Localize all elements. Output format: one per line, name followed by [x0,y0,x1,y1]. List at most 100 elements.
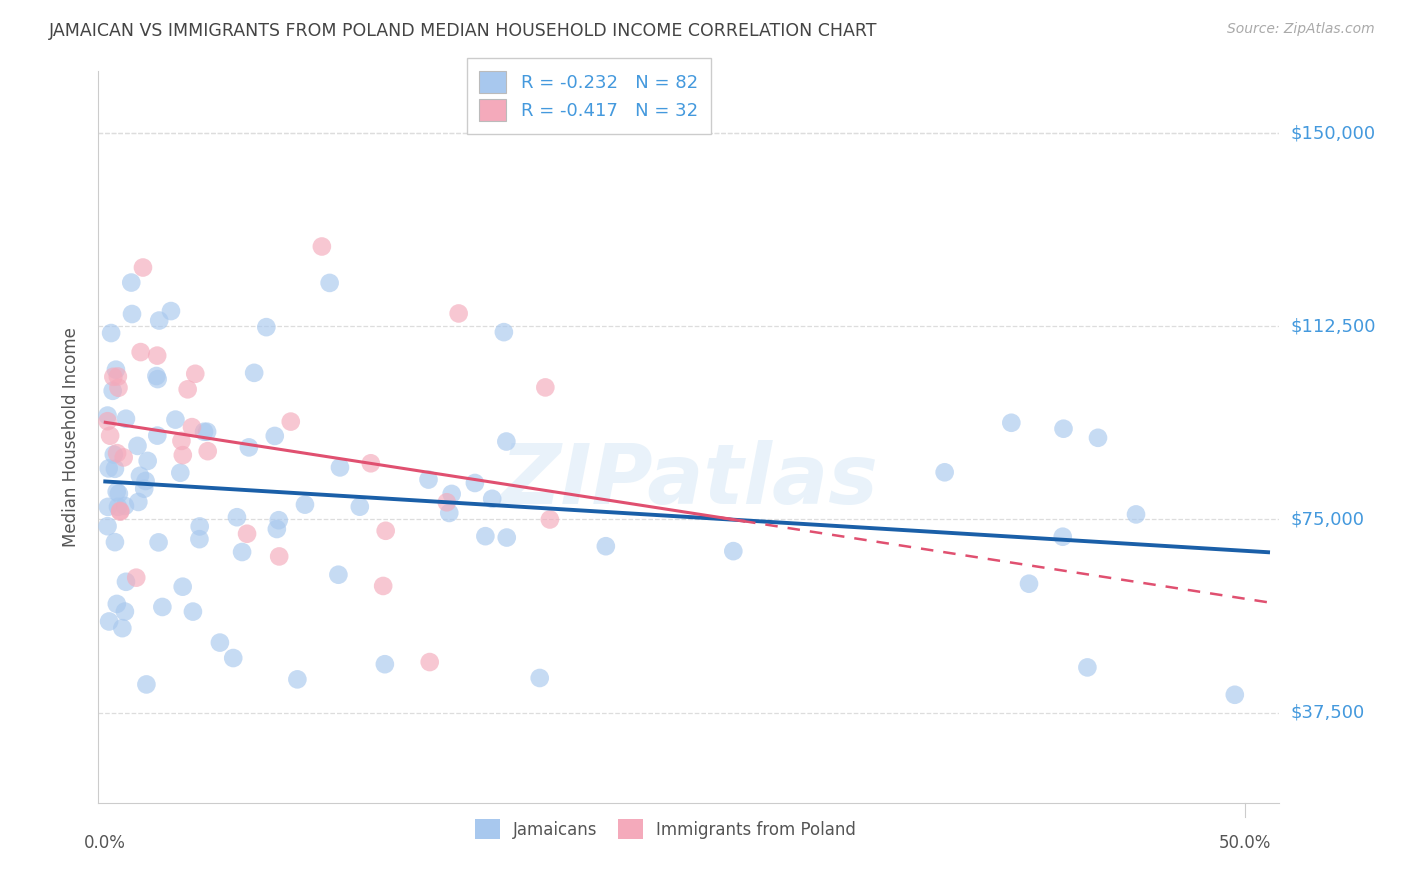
Text: 0.0%: 0.0% [84,834,127,852]
Point [311,239,333,253]
Point [103,369,125,384]
Point [176,382,198,396]
Point [96,414,118,428]
Point [1052,422,1074,436]
Point [125,571,148,585]
Point [120,276,142,290]
Point [169,466,191,480]
Point [374,524,396,538]
Point [115,411,138,425]
Point [134,482,156,496]
Point [112,450,135,465]
Point [440,487,463,501]
Point [110,505,132,519]
Point [226,510,249,524]
Point [172,448,194,462]
Point [121,307,143,321]
Point [373,579,395,593]
Point [1000,416,1022,430]
Point [1125,508,1147,522]
Point [165,412,187,426]
Point [538,512,561,526]
Text: $112,500: $112,500 [1291,318,1376,335]
Point [1087,431,1109,445]
Point [280,415,302,429]
Point [145,369,167,384]
Point [129,345,152,359]
Point [111,621,134,635]
Point [236,526,259,541]
Point [135,474,157,488]
Point [1018,576,1040,591]
Point [104,535,127,549]
Point [96,519,118,533]
Point [136,454,159,468]
Point [101,384,124,398]
Point [188,532,211,546]
Point [107,369,129,384]
Point [464,475,486,490]
Point [188,519,211,533]
Legend: Jamaicans, Immigrants from Poland: Jamaicans, Immigrants from Poland [465,809,866,849]
Point [104,462,127,476]
Point [328,567,350,582]
Point [146,372,169,386]
Point [419,655,441,669]
Text: $150,000: $150,000 [1291,124,1375,142]
Point [329,460,352,475]
Point [318,276,340,290]
Point [115,574,138,589]
Point [148,313,170,327]
Point [98,615,121,629]
Point [269,549,291,564]
Point [108,486,131,500]
Point [105,446,128,460]
Point [287,673,309,687]
Point [349,500,371,514]
Point [231,545,253,559]
Point [266,522,288,536]
Text: Source: ZipAtlas.com: Source: ZipAtlas.com [1227,22,1375,37]
Point [534,380,557,394]
Point [114,499,136,513]
Point [436,495,458,509]
Point [294,498,316,512]
Point [184,367,207,381]
Point [495,434,517,449]
Point [267,513,290,527]
Point [107,500,129,514]
Point [193,425,215,439]
Point [195,425,218,439]
Point [595,539,617,553]
Point [723,544,745,558]
Text: ZIPatlas: ZIPatlas [501,441,877,522]
Point [107,381,129,395]
Point [263,429,285,443]
Point [114,605,136,619]
Text: $37,500: $37,500 [1291,704,1365,722]
Point [97,461,120,475]
Point [105,484,128,499]
Point [105,597,128,611]
Point [100,326,122,340]
Point [103,448,125,462]
Point [360,456,382,470]
Point [254,320,277,334]
Point [98,428,121,442]
Point [492,325,515,339]
Point [146,428,169,442]
Point [208,635,231,649]
Point [129,468,152,483]
Y-axis label: Median Household Income: Median Household Income [62,327,80,547]
Point [447,306,470,320]
Point [181,605,204,619]
Point [474,529,496,543]
Point [97,500,120,514]
Point [108,504,131,518]
Point [374,657,396,672]
Point [148,535,170,549]
Point [1076,660,1098,674]
Point [934,465,956,479]
Point [439,506,461,520]
Point [146,349,169,363]
